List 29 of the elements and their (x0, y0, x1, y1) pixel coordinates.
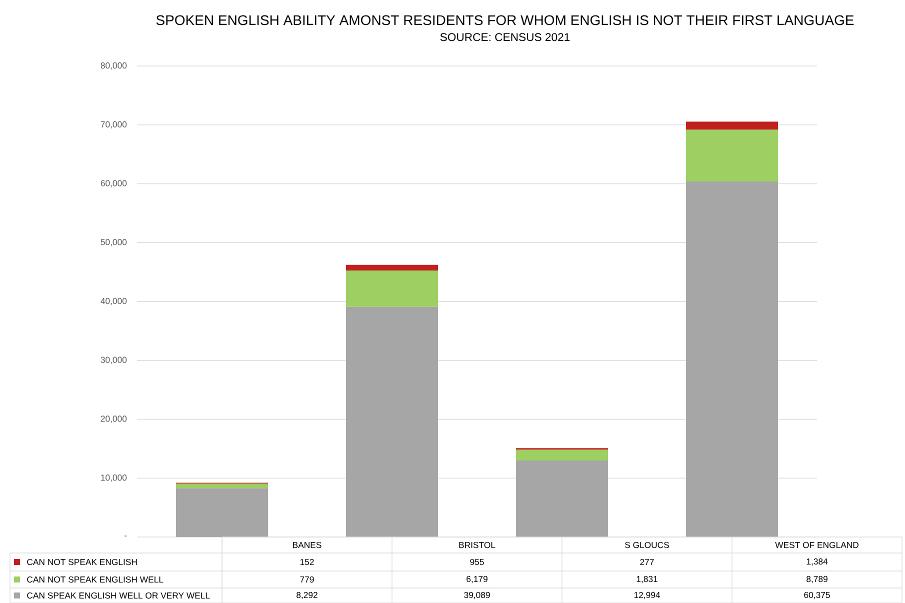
data-label: 6,179 (466, 576, 488, 584)
data-label: 1,831 (636, 576, 658, 584)
data-label: 152 (300, 558, 314, 566)
legend-label: CAN NOT SPEAK ENGLISH WELL (27, 576, 164, 583)
y-tick-label: 60,000 (100, 180, 127, 188)
data-label: 60,375 (804, 592, 830, 600)
x-tick-label: BRISTOL (459, 542, 496, 548)
y-tick-label: 80,000 (100, 62, 127, 70)
y-tick-label: 20,000 (100, 416, 127, 423)
data-label: 12,994 (634, 592, 660, 600)
y-tick-label: 70,000 (100, 121, 127, 128)
data-label: 8,292 (296, 592, 318, 600)
data-label: 8,789 (806, 576, 828, 584)
y-tick-label: 40,000 (100, 298, 127, 306)
chart-title: SPOKEN ENGLISH ABILITY AMONST RESIDENTS FOR WHOM ENGLISH IS NOT THEIR FIRST LANGUAGE (156, 15, 854, 26)
x-tick-label: S GLOUCS (625, 542, 669, 548)
legend-label: CAN SPEAK ENGLISH WELL OR VERY WELL (27, 592, 210, 599)
chart-subtitle: SOURCE: CENSUS 2021 (440, 33, 570, 42)
y-tick-label: 10,000 (101, 474, 127, 482)
x-tick-label: WEST OF ENGLAND (775, 542, 858, 548)
data-label: 39,089 (464, 592, 490, 600)
data-label: 1,384 (806, 558, 828, 566)
data-label: 779 (300, 576, 314, 583)
y-tick-label: 50,000 (100, 239, 127, 246)
legend-label: CAN NOT SPEAK ENGLISH (27, 558, 137, 566)
y-tick-label: 30,000 (100, 356, 127, 364)
data-label: 277 (640, 558, 654, 566)
data-label: 955 (470, 558, 484, 566)
x-tick-label: BANES (293, 542, 322, 548)
